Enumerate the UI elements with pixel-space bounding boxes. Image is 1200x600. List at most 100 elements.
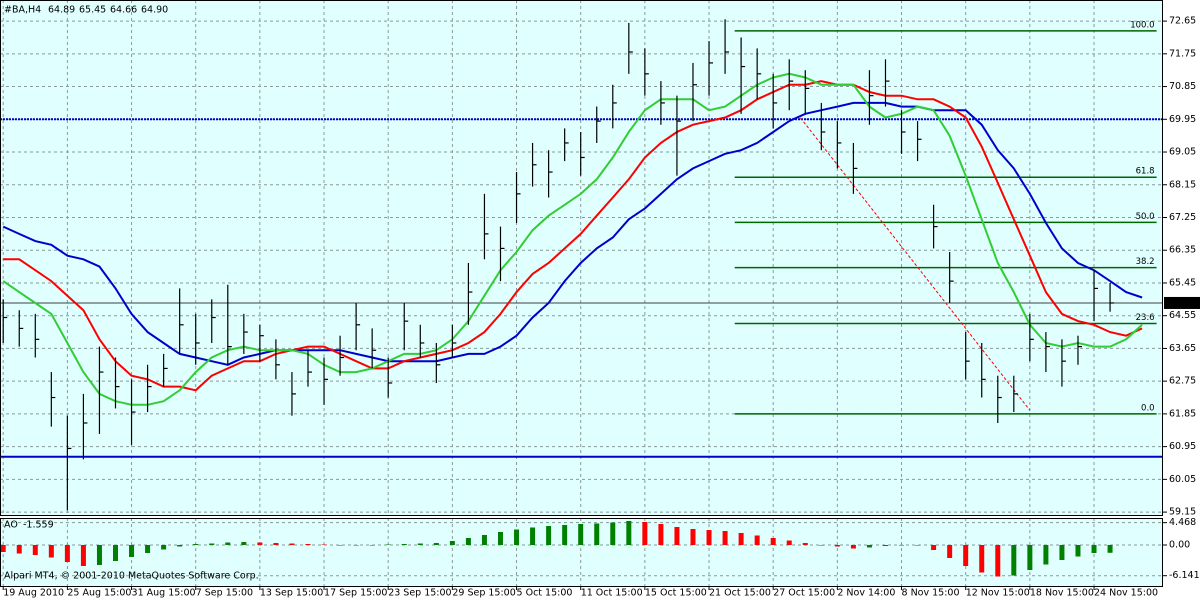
trend-line (800, 117, 1031, 411)
histogram-bar (161, 545, 167, 550)
histogram-bar (1107, 545, 1113, 553)
histogram-bar (449, 541, 455, 545)
histogram-bar (690, 529, 696, 545)
y-tick-label: 71.75 (1169, 48, 1196, 59)
histogram-bar (1075, 545, 1081, 557)
x-tick-label: 19 Aug 2010 (3, 588, 64, 599)
histogram-bar (770, 538, 776, 545)
histogram-bar (96, 545, 102, 565)
y-tick-label: 72.65 (1169, 16, 1196, 27)
y-tick-label: -6.141 (1169, 570, 1200, 581)
histogram-bar (899, 545, 905, 546)
histogram-bar (16, 545, 22, 554)
histogram-bar (995, 545, 1001, 577)
indicator-title: AO (4, 520, 18, 531)
histogram-bar (273, 543, 279, 545)
x-tick-label: 2 Nov 14:00 (837, 588, 895, 599)
header-value: 64.89 (48, 5, 75, 16)
histogram-bar (1091, 545, 1097, 553)
histogram-bar (642, 522, 648, 545)
histogram-bar (1043, 545, 1049, 565)
histogram-bar (112, 545, 118, 561)
histogram-bar (882, 545, 888, 546)
x-tick-label: 17 Sep 15:00 (324, 588, 387, 599)
x-tick-label: 8 Nov 15:00 (902, 588, 960, 599)
histogram-bar (546, 526, 552, 545)
footer: Alpari MT4, © 2001-2010 MetaQuotes Softw… (4, 571, 259, 582)
histogram-bar (626, 521, 632, 545)
histogram-bar (225, 542, 231, 545)
x-tick-label: 11 Oct 15:00 (581, 588, 643, 599)
histogram-bar (289, 543, 295, 545)
histogram-bar (257, 542, 263, 545)
fib-label: 100.0 (1130, 20, 1154, 30)
panel-border (0, 0, 1163, 516)
histogram-bar (562, 525, 568, 545)
plot-background (0, 0, 1163, 515)
histogram-bar (129, 545, 135, 557)
histogram-bar (738, 533, 744, 545)
y-tick-label: 69.95 (1169, 114, 1196, 125)
x-tick-label: 21 Oct 15:00 (709, 588, 771, 599)
y-tick-label: 0.00 (1169, 540, 1190, 551)
histogram-bar (530, 527, 536, 545)
x-tick-label: 13 Sep 15:00 (260, 588, 323, 599)
histogram-bar (850, 545, 856, 549)
histogram-bar (1059, 545, 1065, 560)
y-tick-label: 66.35 (1169, 245, 1196, 256)
histogram-bar (963, 545, 969, 566)
histogram-bar (0, 545, 6, 552)
x-tick-label: 15 Oct 15:00 (645, 588, 707, 599)
x-tick-label: 12 Nov 15:00 (966, 588, 1030, 599)
histogram-bar (369, 545, 375, 546)
histogram-bar (481, 535, 487, 545)
histogram-bar (417, 543, 423, 545)
panel-border (0, 518, 1163, 587)
histogram-bar (979, 545, 985, 573)
y-tick-label: 62.75 (1169, 376, 1196, 387)
indicator-line (2, 72, 1143, 406)
histogram-bar (177, 545, 183, 547)
histogram-bar (514, 529, 520, 545)
histogram-bar (305, 544, 311, 545)
x-tick-label: 31 Aug 15:00 (132, 588, 196, 599)
histogram-bar (64, 545, 70, 562)
y-tick-label: 60.05 (1169, 474, 1196, 485)
histogram-bar (866, 545, 872, 548)
fib-label: 61.8 (1136, 167, 1155, 177)
histogram-bar (209, 543, 215, 545)
histogram-bar (385, 544, 391, 545)
x-tick-label: 24 Nov 15:00 (1094, 588, 1158, 599)
y-tick-label: 67.25 (1169, 212, 1196, 223)
indicator-value: -1.559 (23, 520, 54, 531)
x-tick-label: 29 Sep 15:00 (452, 588, 515, 599)
histogram-bar (947, 545, 953, 558)
y-tick-label: 63.65 (1169, 343, 1196, 354)
histogram-bar (32, 545, 38, 555)
fib-label: 50.0 (1136, 212, 1155, 222)
y-tick-label: 64.55 (1169, 310, 1196, 321)
indicator-line (3, 80, 1143, 392)
histogram-bar (241, 542, 247, 545)
y-tick-label: 69.05 (1169, 147, 1196, 158)
histogram-bar (193, 544, 199, 545)
header-value: 64.66 (110, 5, 137, 16)
histogram-bar (578, 524, 584, 545)
histogram-bar (465, 538, 471, 545)
y-tick-label: 68.15 (1169, 179, 1196, 190)
histogram-bar (658, 524, 664, 545)
y-tick-label: 4.468 (1169, 517, 1196, 528)
histogram-bar (80, 545, 86, 566)
histogram-bar (145, 545, 151, 553)
histogram-bar (931, 545, 937, 550)
histogram-bar (674, 527, 680, 545)
histogram-bar (594, 523, 600, 545)
x-tick-label: 25 Aug 15:00 (67, 588, 131, 599)
price-label-box (1164, 296, 1200, 309)
histogram-bar (786, 540, 792, 545)
histogram-bar (722, 531, 728, 545)
histogram-bar (497, 532, 503, 545)
x-tick-label: 27 Oct 15:00 (773, 588, 835, 599)
